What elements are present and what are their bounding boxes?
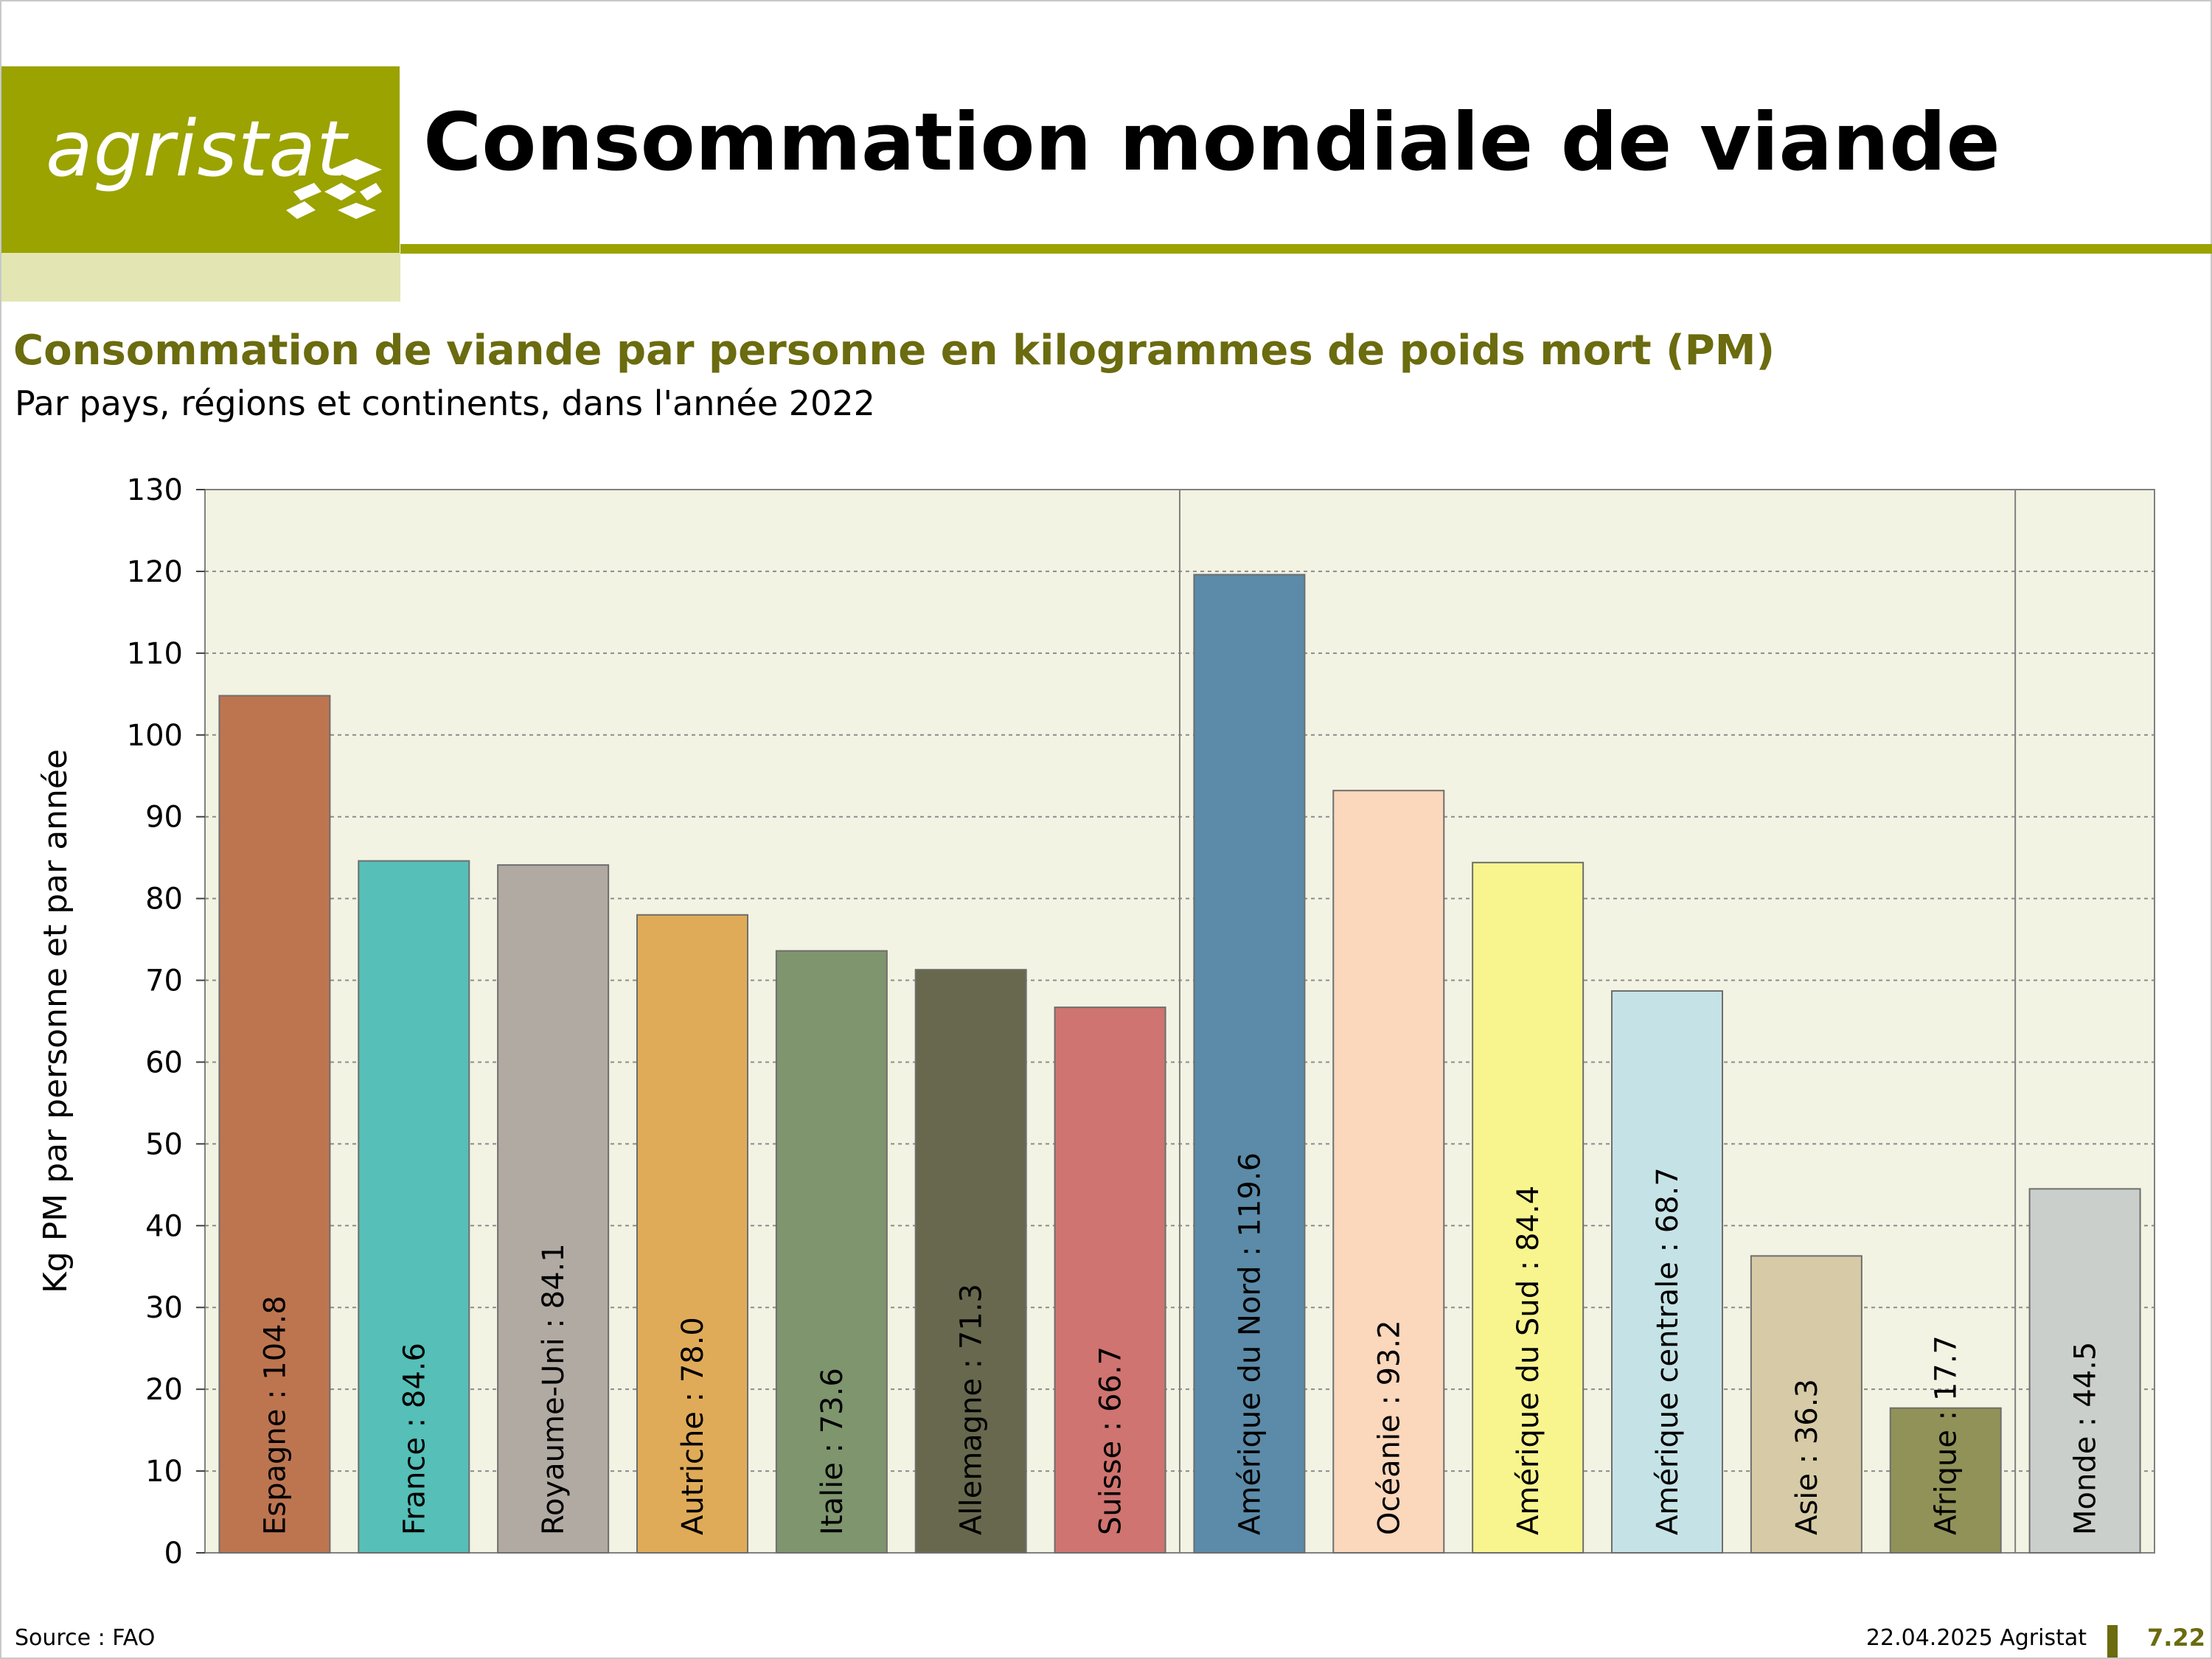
y-tick-label: 110 [127, 637, 183, 671]
y-tick-label: 130 [127, 473, 183, 507]
y-tick-label: 70 [145, 964, 183, 998]
y-tick-label: 90 [145, 801, 183, 835]
y-tick-label: 0 [164, 1537, 183, 1571]
bar [1054, 1006, 1166, 1554]
bar [497, 864, 610, 1554]
logo-mark-icon [286, 159, 382, 219]
bar-label: Amérique du Sud : 84.4 [1512, 1186, 1545, 1535]
y-tick-label: 10 [145, 1455, 183, 1489]
bar [218, 695, 331, 1554]
y-tick-label: 50 [145, 1127, 183, 1161]
bar-label: Monde : 44.5 [2069, 1342, 2103, 1535]
bar [914, 969, 1027, 1554]
bar-label: Océanie : 93.2 [1372, 1320, 1406, 1535]
bar-label: Amérique du Nord : 119.6 [1233, 1152, 1267, 1535]
logo-text: agristat [46, 104, 347, 194]
bar-label: Amérique centrale : 68.7 [1651, 1167, 1685, 1535]
y-tick-label: 80 [145, 883, 183, 917]
bar [1332, 790, 1445, 1554]
bar [358, 860, 470, 1554]
bar-label: Allemagne : 71.3 [955, 1284, 989, 1535]
bar-chart: 0 10 20 30 40 50 60 70 80 90 100 110 120 130 Kg PM par… [37, 473, 2155, 1571]
bar-label: France : 84.6 [397, 1343, 431, 1535]
footer-date: 22.04.2025 Agristat [1865, 1625, 2087, 1651]
page-number: 7.22 [2147, 1624, 2205, 1652]
bar [1750, 1255, 1863, 1554]
bar [775, 950, 888, 1554]
bar-label: Asie : 36.3 [1790, 1379, 1824, 1535]
y-tick-label: 120 [127, 555, 183, 589]
y-tick-label: 30 [145, 1291, 183, 1325]
bar [2028, 1188, 2141, 1554]
bar-label: Autriche : 78.0 [676, 1317, 710, 1535]
y-tick-label: 40 [145, 1209, 183, 1243]
source-note: Source : FAO [15, 1625, 156, 1651]
page-marker [2107, 1625, 2118, 1658]
bar-label: Suisse : 66.7 [1094, 1346, 1128, 1535]
bar-label: Espagne : 104.8 [258, 1295, 292, 1535]
title-rule [400, 244, 2212, 254]
bar [1193, 574, 1306, 1554]
bar-label: Italie : 73.6 [815, 1368, 849, 1535]
y-tick-label: 100 [127, 719, 183, 753]
bar [636, 914, 748, 1554]
bar [1889, 1407, 2002, 1554]
y-axis-label: Kg PM par personne et par année [37, 749, 74, 1293]
bar-label: Royaume-Uni : 84.1 [537, 1243, 571, 1535]
chart-subtitle: Par pays, régions et continents, dans l'… [15, 383, 875, 423]
chart-title: Consommation de viande par personne en k… [13, 327, 1775, 375]
logo [1, 66, 400, 253]
y-tick-label: 60 [145, 1046, 183, 1079]
logo-shadow [1, 253, 400, 302]
page-title: Consommation mondiale de viande [423, 97, 2000, 189]
bar-label: Afrique : 17.7 [1930, 1335, 1964, 1535]
bar [1472, 861, 1585, 1554]
y-tick-label: 20 [145, 1373, 183, 1407]
bar [1611, 990, 1723, 1554]
